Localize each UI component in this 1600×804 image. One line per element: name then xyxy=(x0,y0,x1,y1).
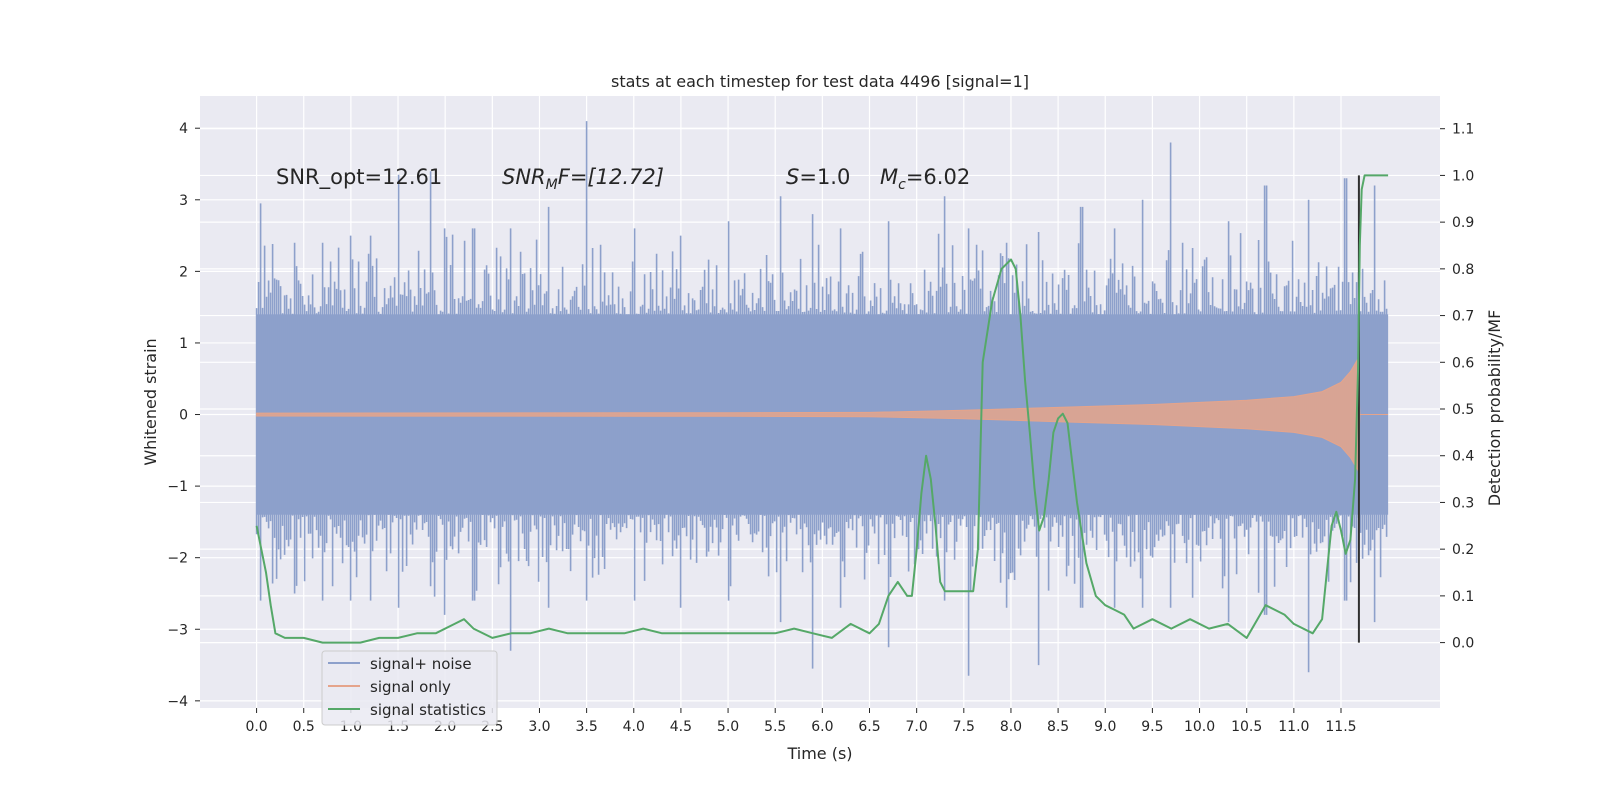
signal-statistics-line xyxy=(255,174,1389,644)
annotation-mc-value: =6.02 xyxy=(906,165,970,189)
y-axis-label-left: Whitened strain xyxy=(141,338,160,465)
x-tick-label: 7.5 xyxy=(953,719,975,735)
y-tick-label-right: 0.7 xyxy=(1452,309,1474,325)
annotation-s: S=1.0 xyxy=(786,165,850,189)
x-tick-label: 3.5 xyxy=(575,719,597,735)
x-tick-label: 11.5 xyxy=(1325,719,1356,735)
legend-label-signal-noise: signal+ noise xyxy=(370,655,472,673)
y-tick-label-right: 0.9 xyxy=(1452,215,1474,231)
signal-only-envelope xyxy=(256,356,1389,473)
y-tick-label-right: 0.1 xyxy=(1452,589,1474,605)
annotation-s-value: =1.0 xyxy=(799,165,850,189)
annotation-snr-mf-subscript: M xyxy=(546,177,558,193)
legend-label-signal-statistics: signal statistics xyxy=(370,701,486,719)
y-tick-label-left: 1 xyxy=(179,336,188,352)
x-tick-label: 8.0 xyxy=(1000,719,1022,735)
x-tick-label: 9.0 xyxy=(1094,719,1116,735)
y-tick-label-right: 1.1 xyxy=(1452,122,1474,138)
y-tick-label-right: 0.0 xyxy=(1452,636,1474,652)
annotation-mc: Mc=6.02 xyxy=(880,165,970,193)
x-tick-label: 0.5 xyxy=(293,719,315,735)
y-tick-label-right: 0.5 xyxy=(1452,402,1474,418)
x-tick-label: 11.0 xyxy=(1278,719,1309,735)
x-tick-label: 6.5 xyxy=(858,719,880,735)
x-tick-label: 10.0 xyxy=(1184,719,1215,735)
x-axis-label: Time (s) xyxy=(786,744,852,763)
x-tick-label: 4.5 xyxy=(670,719,692,735)
x-tick-label: 9.5 xyxy=(1141,719,1163,735)
legend: signal+ noise signal only signal statist… xyxy=(321,650,498,726)
y-tick-label-right: 0.8 xyxy=(1452,262,1474,278)
x-tick-label: 5.5 xyxy=(764,719,786,735)
chart-title: stats at each timestep for test data 449… xyxy=(611,72,1029,91)
annotation-snr-mf: SNRMF=[12.72] xyxy=(502,165,664,193)
x-tick-label: 4.0 xyxy=(623,719,645,735)
legend-box xyxy=(321,650,498,726)
annotation-snr-mf-symbol: SNR xyxy=(502,165,546,189)
y-tick-label-left: 3 xyxy=(179,193,188,209)
annotation-mc-subscript: c xyxy=(898,177,906,193)
signal-statistics-series xyxy=(255,174,1389,644)
y-tick-label-right: 0.4 xyxy=(1452,449,1474,465)
y-tick-label-left: 2 xyxy=(179,264,188,280)
y-tick-label-left: 4 xyxy=(179,121,188,137)
y-tick-label-left: 0 xyxy=(179,408,188,424)
x-tick-label: 0.0 xyxy=(245,719,267,735)
signal-only-series xyxy=(256,356,1389,473)
x-tick-label: 6.0 xyxy=(811,719,833,735)
tick-labels: 0.0 0.5 1.0 1.5 2.0 2.5 3.0 3.5 4.0 4.5 5.0 5.5 6.0 6… xyxy=(167,121,1474,735)
y-tick-label-left: −4 xyxy=(167,694,188,710)
x-tick-label: 7.0 xyxy=(906,719,928,735)
y-tick-label-right: 0.2 xyxy=(1452,542,1474,558)
annotations: SNR_opt=12.61 SNRMF=[12.72] S=1.0 Mc=6.0… xyxy=(276,165,970,193)
y-tick-label-right: 0.6 xyxy=(1452,355,1474,371)
y-tick-label-left: −3 xyxy=(167,622,188,638)
x-tick-label: 10.5 xyxy=(1231,719,1262,735)
y-tick-label-right: 1.0 xyxy=(1452,168,1474,184)
y-tick-label-left: −2 xyxy=(167,551,188,567)
annotation-s-symbol: S xyxy=(786,165,799,189)
y-tick-label-left: −1 xyxy=(167,479,188,495)
legend-label-signal-only: signal only xyxy=(370,678,451,696)
annotation-snr-mf-value: F=[12.72] xyxy=(558,165,664,189)
x-tick-label: 3.0 xyxy=(528,719,550,735)
y-tick-label-right: 0.3 xyxy=(1452,495,1474,511)
annotation-snr-opt: SNR_opt=12.61 xyxy=(276,165,442,190)
y-axis-label-right: Detection probability/MF xyxy=(1485,310,1504,507)
x-tick-label: 5.0 xyxy=(717,719,739,735)
x-tick-label: 8.5 xyxy=(1047,719,1069,735)
annotation-mc-symbol: M xyxy=(880,165,898,189)
